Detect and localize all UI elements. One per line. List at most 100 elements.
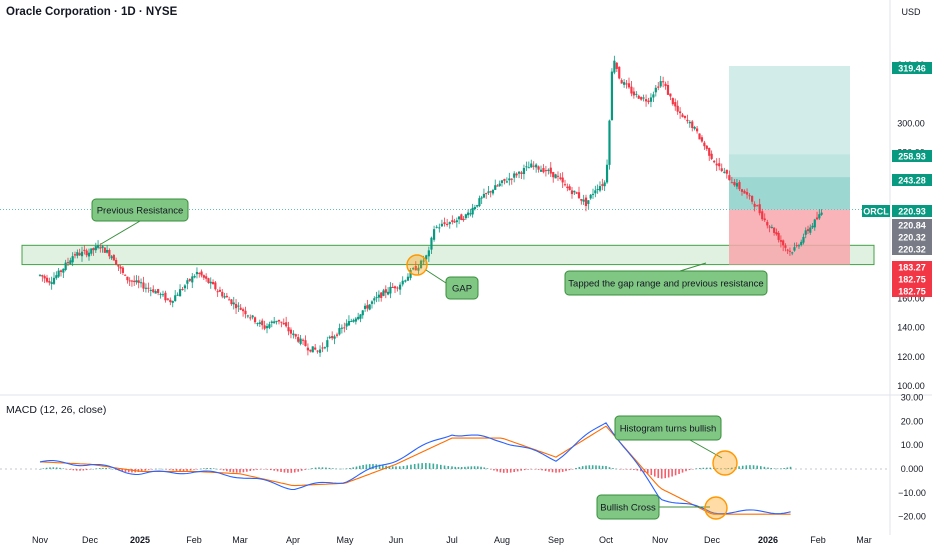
histogram-bar bbox=[783, 468, 785, 469]
price-badge bbox=[892, 273, 932, 285]
candle-body bbox=[137, 280, 140, 283]
candle-body bbox=[627, 83, 631, 88]
candle-body bbox=[357, 316, 360, 320]
histogram-bar bbox=[196, 469, 199, 470]
candle-body bbox=[119, 266, 122, 269]
candle-body bbox=[214, 282, 217, 290]
candle-body bbox=[455, 220, 458, 223]
candle-body bbox=[152, 289, 155, 293]
price-badge-label: 243.28 bbox=[898, 176, 926, 186]
histogram-bar bbox=[706, 467, 708, 469]
candle-body bbox=[438, 227, 441, 229]
annotation-tapped-gap-text: Tapped the gap range and previous resist… bbox=[568, 279, 763, 290]
candle-body bbox=[615, 62, 618, 69]
candle-body bbox=[361, 310, 364, 316]
stop-zone bbox=[729, 209, 850, 265]
histogram-bar bbox=[52, 467, 55, 469]
histogram-bar bbox=[664, 469, 666, 479]
candle-body bbox=[705, 145, 708, 149]
candle-body bbox=[811, 225, 814, 228]
histogram-bar bbox=[473, 466, 476, 469]
candle-body bbox=[786, 249, 789, 251]
price-badge bbox=[892, 150, 932, 162]
candle-body bbox=[368, 304, 371, 310]
histogram-bar bbox=[454, 466, 457, 469]
histogram-bar bbox=[626, 469, 628, 470]
candle-body bbox=[139, 282, 143, 284]
candle-body bbox=[277, 319, 281, 322]
candle-body bbox=[620, 80, 623, 84]
candle-body bbox=[282, 322, 285, 325]
histogram-bar bbox=[269, 469, 272, 471]
candle-body bbox=[681, 114, 684, 117]
histogram-bar bbox=[527, 469, 529, 470]
price-badge bbox=[892, 285, 932, 297]
histogram-bar bbox=[339, 468, 341, 470]
histogram-bar bbox=[398, 466, 401, 469]
candle-body bbox=[777, 233, 780, 240]
candle-body bbox=[52, 277, 56, 284]
candle-body bbox=[779, 240, 783, 242]
price-badge-label: 182.75 bbox=[898, 287, 926, 297]
price-badge-label: 220.32 bbox=[898, 233, 926, 243]
histogram-bar bbox=[502, 469, 505, 473]
candle-body bbox=[294, 334, 297, 337]
ticker-badge-label: ORCL bbox=[863, 207, 889, 217]
histogram-bar bbox=[678, 469, 680, 474]
candle-body bbox=[809, 227, 812, 233]
candle-body bbox=[66, 262, 70, 264]
candle-body bbox=[128, 280, 131, 282]
candle-body bbox=[654, 87, 657, 93]
annotation-tapped-gap-box[interactable] bbox=[564, 270, 768, 296]
histogram-bar bbox=[702, 467, 705, 469]
histogram-bar bbox=[314, 467, 317, 469]
histogram-bar bbox=[688, 469, 691, 471]
histogram-bar bbox=[158, 468, 160, 470]
x-tick-label: Feb bbox=[810, 535, 826, 545]
histogram-bar bbox=[541, 469, 543, 471]
histogram-bar bbox=[581, 466, 584, 469]
histogram-bar bbox=[252, 469, 255, 471]
candle-body bbox=[443, 222, 446, 225]
candle-body bbox=[297, 337, 300, 342]
candle-body bbox=[246, 315, 249, 317]
histogram-bar bbox=[692, 469, 694, 470]
candle-body bbox=[800, 241, 803, 245]
histogram-bar bbox=[480, 466, 482, 469]
candle-body bbox=[693, 126, 696, 129]
candle-body bbox=[756, 205, 759, 207]
annotation-histogram-box[interactable] bbox=[614, 415, 722, 441]
candle-body bbox=[354, 318, 357, 322]
x-tick-label: Nov bbox=[32, 535, 49, 545]
candle-body bbox=[188, 278, 191, 281]
candle-body bbox=[309, 349, 312, 352]
histogram-bar bbox=[499, 469, 502, 473]
candle-body bbox=[530, 163, 533, 168]
candle-body bbox=[249, 317, 252, 319]
histogram-bar bbox=[266, 469, 269, 470]
candle-body bbox=[587, 200, 590, 204]
candle-body bbox=[232, 302, 235, 305]
candle-body bbox=[770, 227, 773, 229]
candle-body bbox=[377, 294, 380, 298]
candle-body bbox=[539, 169, 543, 172]
candle-body bbox=[575, 192, 578, 194]
annotation-gap-box[interactable] bbox=[445, 276, 479, 300]
histogram-bar bbox=[144, 469, 147, 471]
histogram-bar bbox=[667, 469, 670, 478]
x-tick-label: Jun bbox=[389, 535, 404, 545]
candle-body bbox=[715, 163, 718, 166]
candle-body bbox=[535, 164, 538, 168]
candle-body bbox=[596, 189, 599, 191]
support-zone bbox=[21, 244, 875, 266]
candle-body bbox=[314, 347, 317, 350]
histogram-bar bbox=[321, 467, 324, 469]
histogram-bar bbox=[506, 469, 509, 473]
candle-body bbox=[73, 254, 77, 256]
histogram-bar bbox=[287, 469, 289, 473]
histogram-bar bbox=[660, 469, 663, 479]
histogram-bar bbox=[140, 469, 143, 472]
histogram-bar bbox=[242, 469, 245, 473]
candle-body bbox=[451, 220, 454, 222]
